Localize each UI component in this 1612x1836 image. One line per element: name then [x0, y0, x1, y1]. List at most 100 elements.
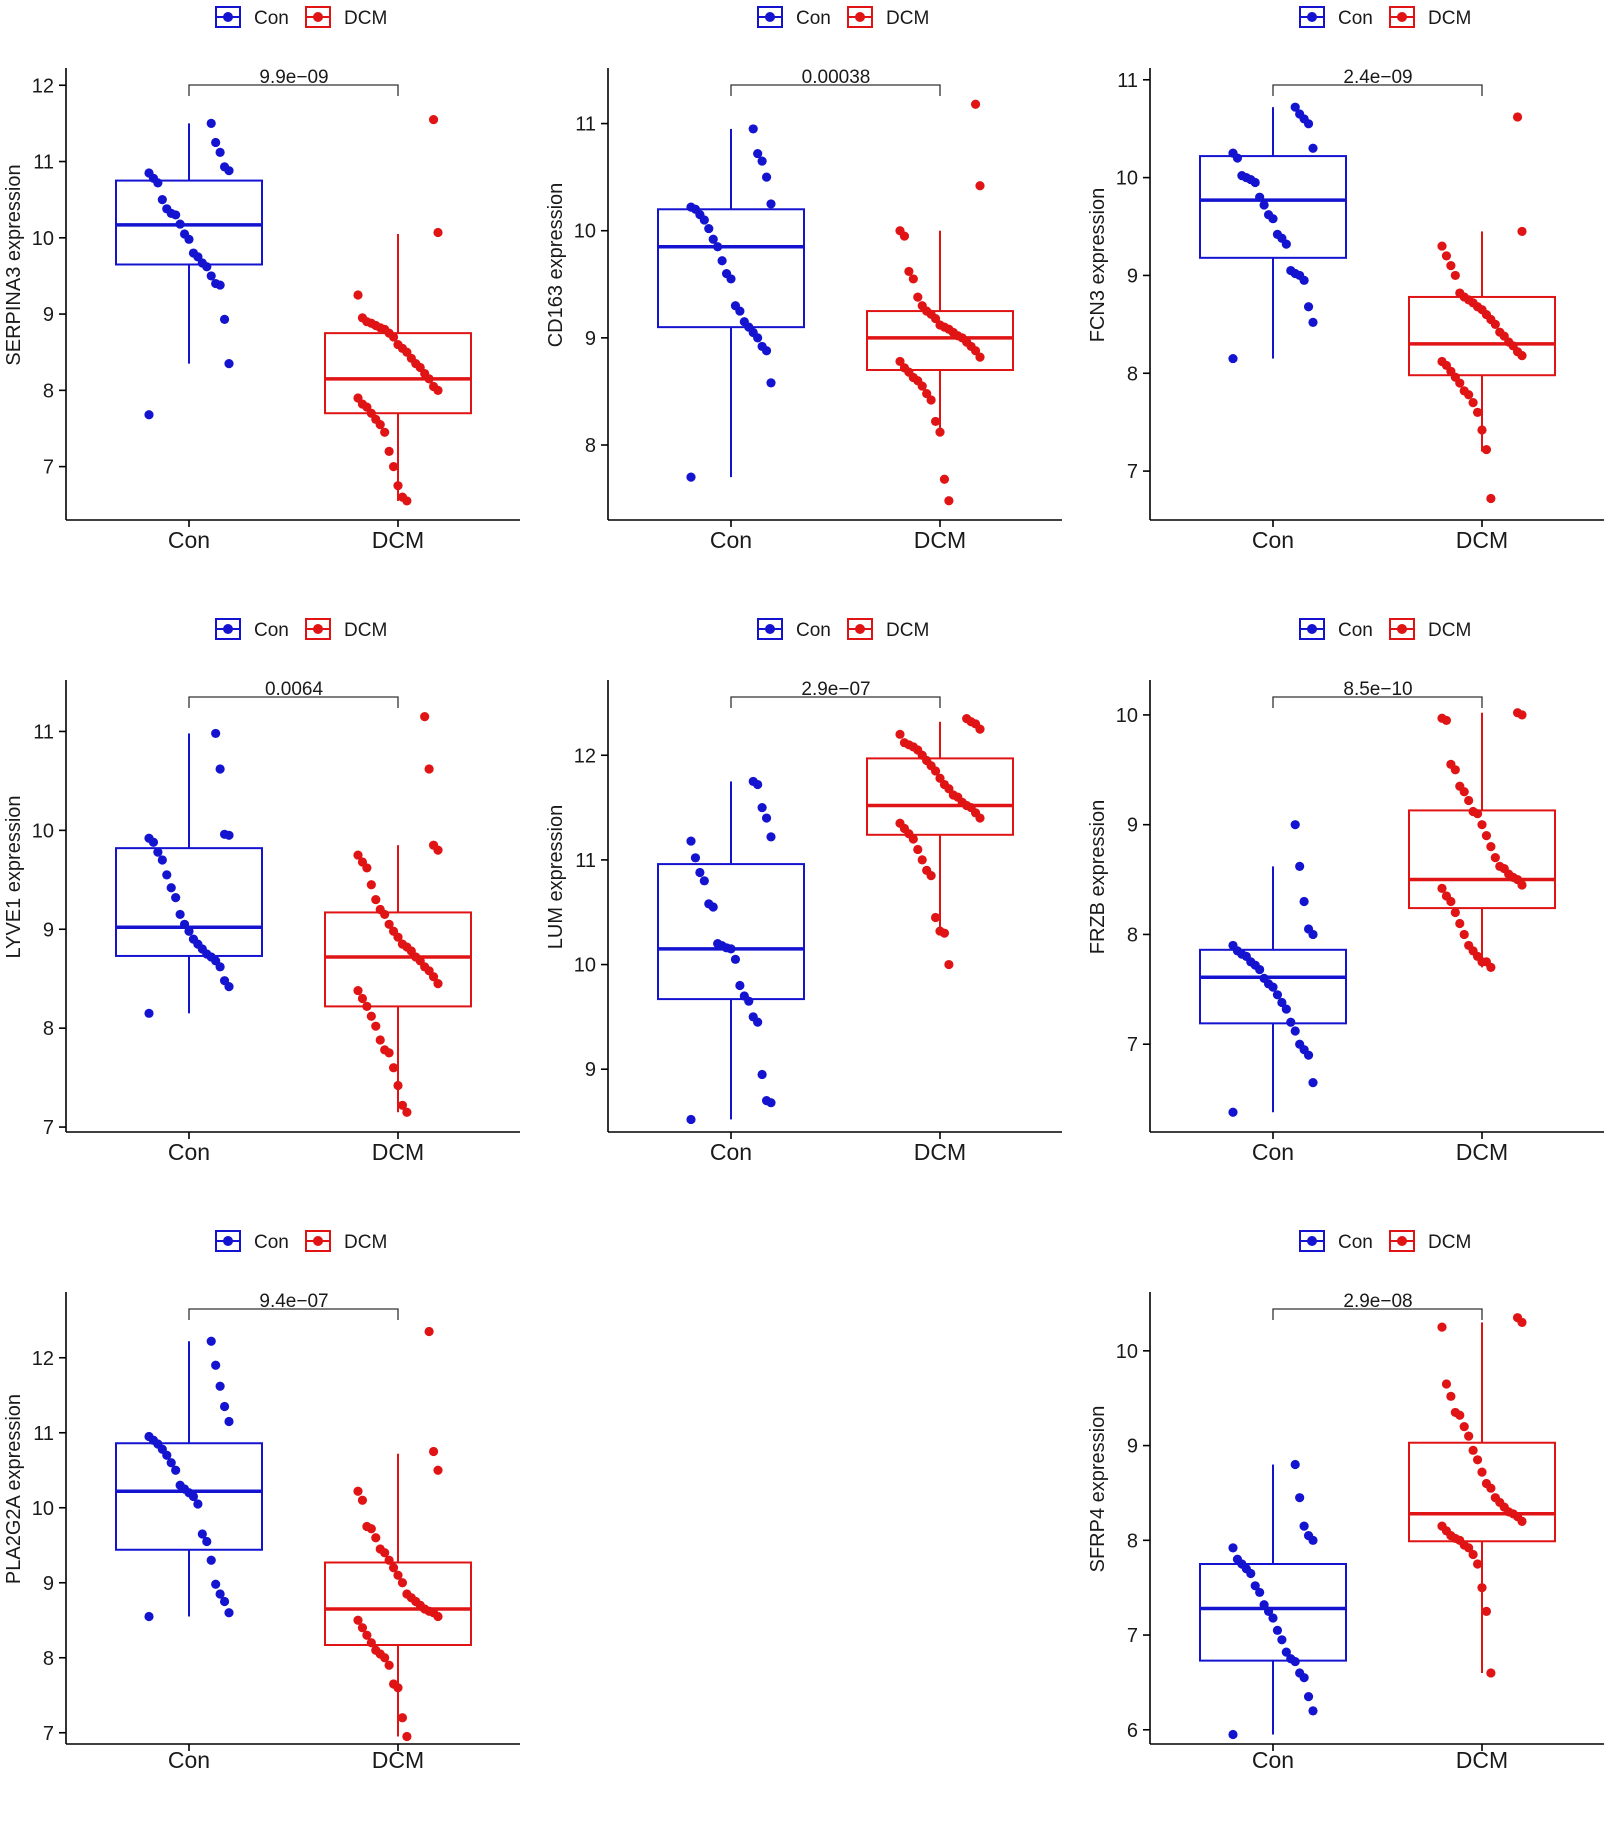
data-point	[686, 1114, 696, 1125]
data-point	[206, 271, 216, 281]
data-point	[935, 773, 945, 783]
legend-key-point	[223, 624, 233, 634]
box-group-con	[1199, 102, 1347, 364]
legend-dcm-label: DCM	[1428, 620, 1471, 641]
bracket-line	[1272, 1308, 1483, 1320]
data-point	[708, 234, 718, 244]
data-point	[1228, 1543, 1238, 1553]
data-point	[757, 1069, 767, 1080]
y-axis-label: SERPINA3 expression	[3, 164, 25, 365]
data-point	[428, 1446, 439, 1457]
legend-con-key	[215, 618, 241, 640]
significance-bracket	[1272, 84, 1483, 96]
data-point	[739, 991, 749, 1001]
data-point	[1263, 210, 1274, 220]
x-tick-label-dcm: DCM	[914, 527, 966, 553]
x-tick-label-con: Con	[1252, 1747, 1294, 1773]
data-point	[371, 1021, 381, 1031]
data-point	[1486, 1668, 1496, 1678]
data-point	[362, 1001, 372, 1011]
data-point	[362, 1521, 372, 1532]
box-group-con	[1199, 820, 1347, 1117]
box-group-con	[657, 776, 805, 1125]
legend-dcm-label: DCM	[886, 8, 929, 29]
data-point	[1232, 1554, 1243, 1564]
data-point	[224, 1608, 234, 1618]
data-point	[357, 857, 368, 867]
data-point	[171, 893, 181, 903]
x-tick-label-con: Con	[168, 1139, 210, 1165]
data-point	[1281, 1004, 1291, 1014]
y-tick-label: 11	[575, 114, 596, 136]
data-point	[428, 381, 439, 392]
y-tick-label: 10	[1116, 705, 1138, 727]
data-point	[1228, 1107, 1238, 1117]
data-point	[388, 462, 399, 472]
data-point	[144, 168, 154, 178]
data-point	[144, 833, 154, 843]
data-point	[1468, 1445, 1478, 1455]
p-value-label: 0.00038	[802, 67, 871, 88]
data-point	[1263, 1606, 1274, 1616]
legend-key-point	[223, 1236, 233, 1246]
data-point	[366, 1638, 376, 1648]
x-tick-label-con: Con	[168, 527, 210, 553]
panel-lyve1: Con DCM LYVE1 expression 0.0064 Con DCM …	[0, 612, 537, 1224]
box-group-con	[115, 728, 263, 1018]
legend-con-label: Con	[796, 620, 831, 641]
box-iqr	[115, 179, 263, 266]
y-axis-label: SFRP4 expression	[1087, 1406, 1109, 1573]
data-point	[717, 256, 727, 266]
data-point	[1481, 831, 1492, 841]
data-point	[219, 1596, 230, 1607]
data-point	[384, 1555, 394, 1565]
box-group-dcm	[1408, 112, 1556, 504]
legend-key-point	[313, 1236, 323, 1246]
data-point	[357, 993, 368, 1004]
data-point	[1308, 1706, 1318, 1716]
legend-con-label: Con	[254, 620, 289, 641]
data-point	[362, 1630, 372, 1640]
axes: 6 7 8 9 10	[1116, 1292, 1604, 1751]
x-tick-label-dcm: DCM	[1456, 527, 1508, 553]
chart-svg-pla2g2a: Con DCM PLA2G2A expression 9.4e−07 Con D…	[3, 1230, 520, 1773]
y-tick-label: 7	[43, 457, 54, 479]
legend: Con DCM	[215, 6, 387, 29]
data-point	[944, 959, 954, 970]
data-point	[761, 1096, 772, 1106]
legend-key-point	[1397, 624, 1407, 634]
y-tick-label: 11	[33, 721, 54, 743]
box-iqr	[866, 757, 1014, 836]
y-axis-label: FCN3 expression	[1087, 188, 1109, 343]
data-point	[713, 939, 723, 949]
data-point	[944, 496, 954, 506]
x-tick-label-con: Con	[710, 1139, 752, 1165]
data-point	[748, 124, 758, 134]
data-point	[917, 855, 927, 865]
box-iqr	[1408, 1441, 1556, 1543]
data-point	[393, 339, 403, 350]
bracket-line	[188, 696, 399, 708]
box-iqr	[324, 332, 472, 415]
chart-svg-fcn3: Con DCM FCN3 expression 2.4e−09 Con DCM …	[1087, 6, 1604, 553]
p-value-label: 9.9e−09	[259, 67, 328, 88]
data-point	[153, 847, 163, 857]
y-tick-label: 10	[1116, 1341, 1138, 1363]
legend-dcm-key	[305, 1230, 331, 1252]
legend-dcm-label: DCM	[344, 1232, 387, 1253]
data-point	[366, 880, 376, 890]
data-point	[1272, 990, 1283, 1000]
data-point	[935, 926, 945, 936]
y-tick-label: 6	[1127, 1720, 1138, 1742]
legend-con-label: Con	[1338, 1232, 1373, 1253]
y-tick-label: 9	[1127, 815, 1138, 837]
data-point	[895, 818, 905, 828]
data-point	[1464, 795, 1474, 806]
axes: 7 8 9 10 11 12	[32, 68, 520, 527]
y-tick-label: 9	[43, 919, 54, 941]
legend-con-key	[1299, 6, 1325, 28]
data-point	[224, 1416, 234, 1427]
data-point	[1477, 820, 1487, 830]
data-point	[721, 268, 732, 279]
data-point	[686, 472, 696, 482]
